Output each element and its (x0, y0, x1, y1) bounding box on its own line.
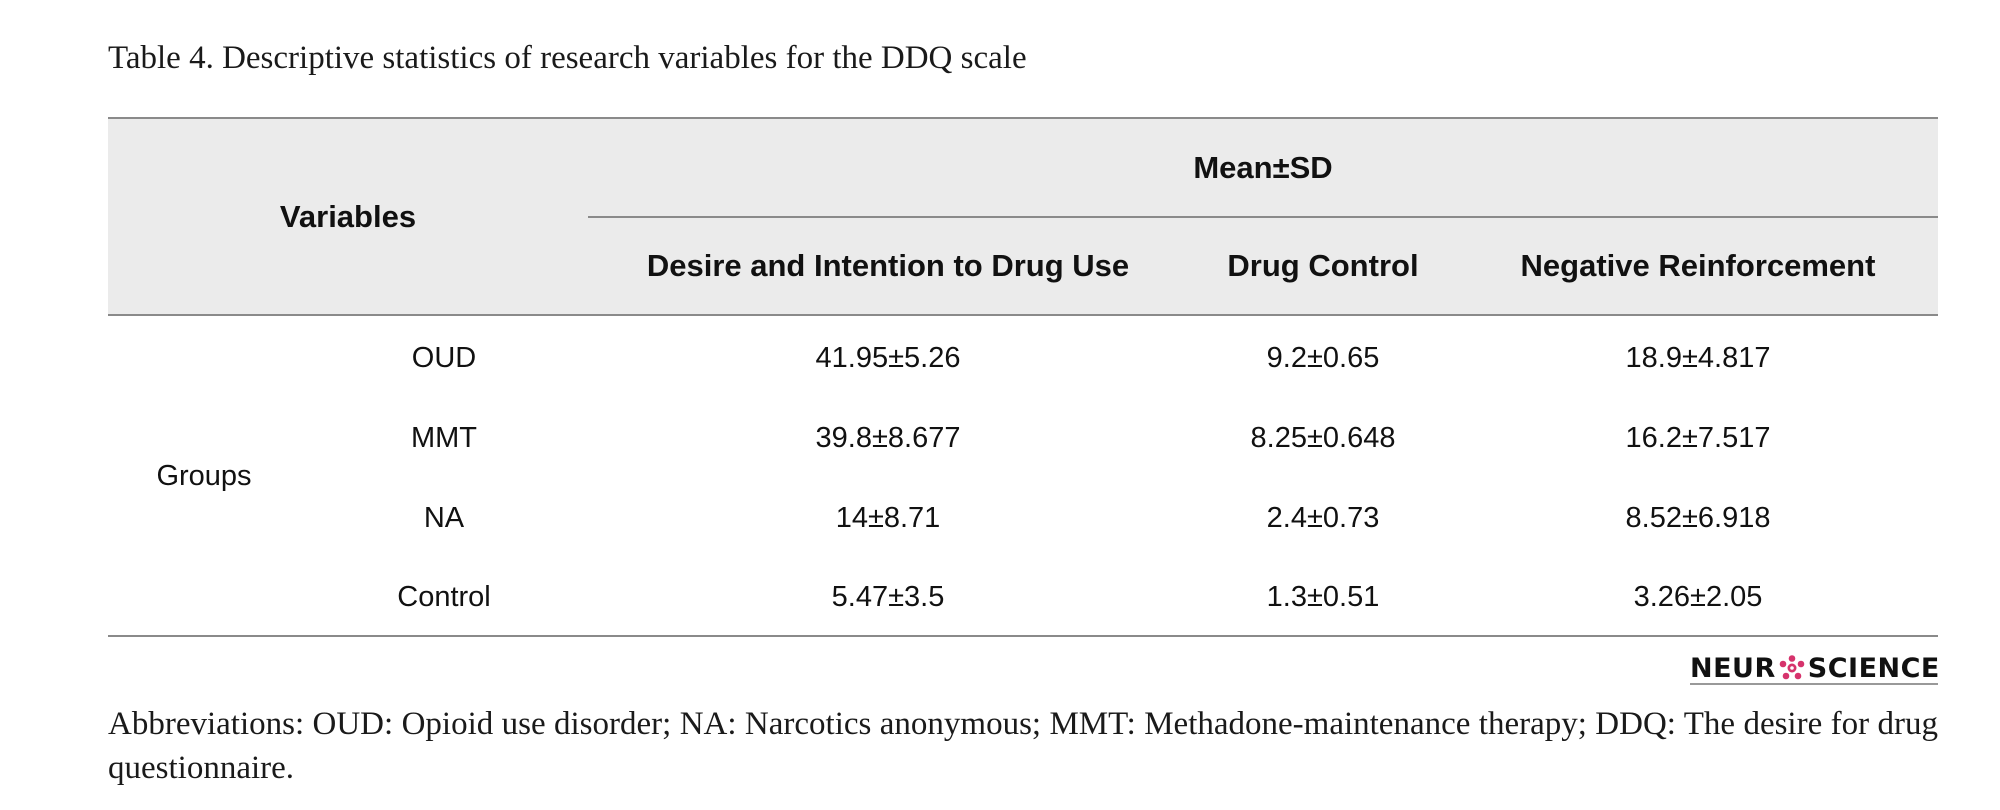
cell-desire: 41.95±5.26 (815, 341, 961, 374)
cell-drug-control: 9.2±0.65 (1266, 341, 1380, 374)
cell-negative-reinforcement: 8.52±6.918 (1625, 501, 1771, 534)
row-name: NA (423, 501, 465, 534)
cell-desire: 5.47±3.5 (831, 580, 945, 613)
cell-desire: 39.8±8.677 (815, 421, 961, 454)
cell-negative-reinforcement: 3.26±2.05 (1633, 580, 1763, 613)
header-variables: Variables (279, 199, 417, 234)
logo-text-right: SCIENCE (1807, 652, 1940, 684)
logo-underline (1690, 683, 1938, 685)
table-top-rule (108, 117, 1938, 119)
table-header-rule (108, 314, 1938, 316)
neuroscience-logo: NEUR SCIENCE (1690, 648, 1940, 688)
cell-negative-reinforcement: 16.2±7.517 (1625, 421, 1771, 454)
cell-desire: 14±8.71 (835, 501, 941, 534)
row-name: Control (397, 580, 491, 613)
cell-drug-control: 1.3±0.51 (1266, 580, 1380, 613)
header-mean-sd: Mean±SD (1193, 149, 1333, 185)
brain-molecule-icon (1779, 655, 1805, 680)
header-col-desire: Desire and Intention to Drug Use (646, 248, 1130, 283)
table-caption: Table 4. Descriptive statistics of resea… (108, 40, 1027, 76)
row-name: OUD (411, 341, 477, 374)
cell-drug-control: 8.25±0.648 (1250, 421, 1396, 454)
cell-negative-reinforcement: 18.9±4.817 (1625, 341, 1771, 374)
abbreviations-footnote: Abbreviations: OUD: Opioid use disorder;… (108, 706, 1938, 786)
groups-label: Groups (156, 459, 252, 492)
table-bottom-rule (108, 635, 1938, 637)
mean-sd-underline (588, 216, 1938, 218)
row-name: MMT (410, 421, 478, 454)
header-col-negative-reinforcement: Negative Reinforcement (1520, 248, 1876, 283)
logo-text-left: NEUR (1690, 652, 1776, 684)
header-col-drug-control: Drug Control (1227, 248, 1419, 283)
cell-drug-control: 2.4±0.73 (1266, 501, 1380, 534)
